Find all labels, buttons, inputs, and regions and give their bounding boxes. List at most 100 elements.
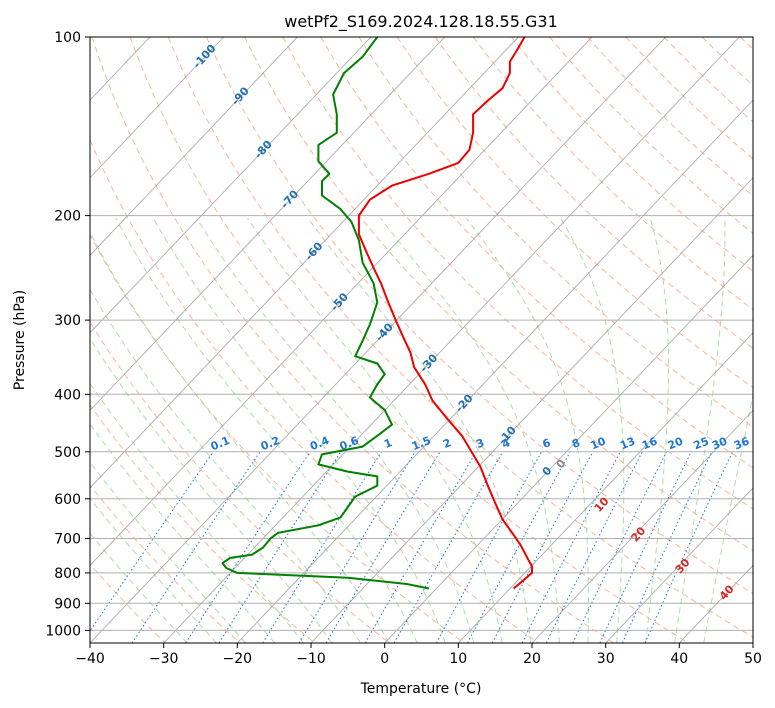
y-tick-label: 800 bbox=[54, 566, 81, 582]
mixing-ratio-line bbox=[131, 451, 261, 643]
dry-adiabat-line bbox=[282, 37, 753, 510]
x-tick-label: −30 bbox=[149, 651, 179, 667]
mixing-ratio-label: 2 bbox=[441, 436, 453, 451]
pressure-gridlines bbox=[90, 37, 753, 631]
mixing-ratio-label: 30 bbox=[710, 435, 729, 453]
moist-adiabat-line bbox=[196, 217, 475, 643]
isotherm-line bbox=[90, 37, 225, 179]
moist-adiabat-line bbox=[90, 337, 333, 643]
dry-adiabat-line bbox=[244, 37, 753, 552]
x-tick-label: 20 bbox=[523, 651, 541, 667]
mixing-ratio-line bbox=[185, 451, 311, 643]
mixing-ratio-line bbox=[435, 451, 543, 643]
moist-adiabat-line bbox=[90, 382, 304, 643]
dewpoint-profile-line bbox=[221, 37, 430, 590]
x-tick-label: 40 bbox=[670, 651, 688, 667]
dry-adiabat-line bbox=[358, 37, 753, 428]
mixing-ratio-line bbox=[218, 451, 342, 643]
x-tick-label: 10 bbox=[449, 651, 467, 667]
x-tick-label: 30 bbox=[597, 651, 615, 667]
moist-adiabat-line bbox=[465, 217, 589, 643]
x-axis-ticks: −40 −30 −20 −10 0 10 20 30 40 50 bbox=[75, 643, 762, 667]
mixing-ratio-line bbox=[90, 451, 214, 632]
x-tick-label: −40 bbox=[75, 651, 105, 667]
isotherm-line bbox=[90, 37, 593, 567]
mixing-ratio-line bbox=[467, 451, 571, 643]
moist-adiabat-line bbox=[152, 217, 446, 643]
isotherm-line bbox=[236, 99, 753, 643]
dry-adiabat-line bbox=[434, 37, 753, 349]
dry-adiabat-line bbox=[167, 37, 753, 638]
dry-adiabat-line bbox=[473, 37, 753, 311]
moist-adiabat-line bbox=[307, 217, 532, 643]
moist-adiabat-line bbox=[380, 217, 560, 643]
isotherm-line bbox=[90, 37, 372, 334]
moist-adiabat-line bbox=[90, 288, 361, 643]
y-tick-label: 500 bbox=[54, 445, 81, 461]
moist-adiabat-line bbox=[90, 231, 390, 643]
x-tick-label: 50 bbox=[744, 651, 762, 667]
isotherm-line bbox=[310, 177, 753, 643]
mixing-ratio-label: 3 bbox=[474, 436, 486, 451]
x-axis-label: Temperature (°C) bbox=[360, 681, 482, 697]
moist-adiabat-line bbox=[247, 217, 503, 643]
dry-adiabat-line bbox=[129, 37, 689, 643]
moist-adiabats bbox=[90, 217, 753, 643]
dry-adiabat-line bbox=[511, 37, 753, 272]
isotherm-line bbox=[90, 37, 446, 412]
y-axis-label: Pressure (hPa) bbox=[12, 290, 28, 390]
dry-adiabat-line bbox=[90, 404, 316, 643]
mixing-ratio-line bbox=[298, 451, 416, 643]
mixing-ratio-label: 20 bbox=[666, 435, 685, 453]
isotherm-line bbox=[90, 37, 667, 643]
mixing-ratio-label: 16 bbox=[640, 435, 659, 453]
y-tick-label: 200 bbox=[54, 209, 81, 225]
isotherm-line bbox=[163, 37, 740, 643]
mixing-ratio-label: 10 bbox=[589, 435, 608, 453]
chart-title: wetPf2_S169.2024.128.18.55.G31 bbox=[284, 12, 558, 32]
mixing-ratio-line bbox=[545, 451, 643, 643]
isotherm-line bbox=[384, 254, 753, 643]
isotherm-line bbox=[90, 37, 519, 489]
y-tick-label: 1000 bbox=[45, 623, 81, 639]
mixing-ratio-label: 8 bbox=[570, 436, 582, 451]
dry-adiabat-line bbox=[320, 37, 753, 469]
mixing-ratio-label: 13 bbox=[618, 435, 637, 453]
moist-adiabat-line bbox=[674, 218, 726, 643]
dry-adiabat-line bbox=[91, 37, 614, 643]
dry-adiabat-line bbox=[90, 138, 540, 643]
y-tick-label: 300 bbox=[54, 313, 81, 329]
mixing-ratio-lines bbox=[90, 451, 734, 643]
sounding-series bbox=[221, 37, 533, 590]
moist-adiabat-line bbox=[115, 217, 418, 643]
y-tick-label: 600 bbox=[54, 492, 81, 508]
mixing-ratio-line bbox=[572, 451, 668, 643]
mixing-ratio-label: 25 bbox=[692, 435, 711, 453]
dry-adiabat-line bbox=[396, 37, 753, 389]
y-axis-ticks: 100 200 300 400 500 600 700 800 900 1000 bbox=[45, 30, 90, 639]
isotherms bbox=[90, 37, 753, 643]
x-tick-label: −20 bbox=[223, 651, 253, 667]
moist-adiabat-line bbox=[645, 218, 669, 643]
dry-adiabat-line bbox=[625, 37, 753, 160]
isotherm-line bbox=[457, 332, 753, 643]
plot-frame bbox=[89, 36, 754, 644]
y-tick-label: 100 bbox=[54, 30, 81, 46]
dry-adiabat-line bbox=[587, 37, 753, 197]
dry-adiabat-line bbox=[206, 37, 753, 595]
x-tick-label: −10 bbox=[296, 651, 326, 667]
isotherm-line bbox=[605, 487, 753, 643]
isotherm-line bbox=[531, 409, 753, 643]
moist-adiabat-line bbox=[560, 217, 625, 643]
moist-adiabat-line bbox=[90, 497, 217, 643]
dry-adiabats bbox=[90, 37, 753, 643]
moist-adiabat-line bbox=[90, 423, 275, 643]
mixing-ratio-label: 1 bbox=[382, 436, 394, 451]
moist-adiabat-line bbox=[90, 461, 246, 643]
temperature-profile-line bbox=[357, 37, 533, 590]
plot-content: -100-90-80-70-60-50-40-30-20-1000.1 0.2 0.… bbox=[90, 37, 753, 643]
x-tick-label: 0 bbox=[380, 651, 389, 667]
y-tick-label: 900 bbox=[54, 596, 81, 612]
dry-adiabat-line bbox=[90, 321, 390, 643]
